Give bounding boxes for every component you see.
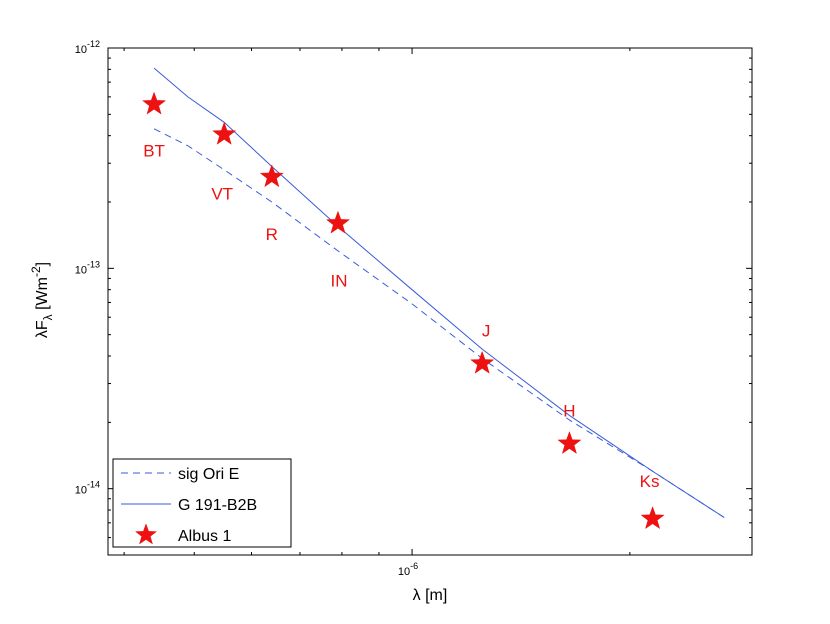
star-marker-j (470, 350, 495, 374)
y-tick-label: 10-12 (75, 39, 100, 56)
point-label-j: J (482, 321, 491, 340)
point-label-layer: BT VT R IN J H Ks (143, 141, 659, 490)
series-layer (153, 67, 725, 518)
y-axis-label-subscript: λ (41, 314, 55, 320)
star-marker-ks (640, 506, 665, 530)
star-marker-vt (212, 121, 237, 145)
series-line-sig-ori-e (153, 128, 725, 518)
legend: sig Ori E G 191-B2B Albus 1 (112, 458, 292, 548)
y-axis-label: λFλ [Wm-2] (29, 262, 55, 338)
point-label-ks: Ks (640, 472, 660, 491)
star-marker-h (557, 430, 582, 455)
star-marker-bt (141, 91, 167, 115)
y-axis-label-group: λFλ [Wm-2] (29, 262, 55, 338)
y-tick-label: 10-13 (75, 259, 100, 276)
y-axis-label-units: [Wm (34, 277, 51, 314)
star-marker-in (325, 210, 351, 234)
plot-frame (107, 47, 753, 556)
legend-star-icon (134, 523, 158, 545)
point-label-r: R (266, 225, 278, 244)
legend-label-g191: G 191-B2B (178, 497, 257, 514)
marker-layer (141, 91, 665, 530)
series-line-g-191-b2b (153, 67, 725, 518)
y-axis-label-superscript: -2 (29, 266, 43, 277)
x-axis-label: λ [m] (413, 587, 448, 604)
star-marker-r (259, 164, 284, 188)
legend-label-albus: Albus 1 (178, 528, 231, 545)
point-label-h: H (563, 402, 575, 421)
legend-label-sig-ori-e: sig Ori E (178, 466, 239, 483)
legend-marker-albus (134, 523, 158, 545)
x-tick-label: 10-6 (398, 561, 418, 578)
y-axis-label-close: ] (34, 262, 51, 266)
point-label-bt: BT (143, 141, 165, 160)
y-axis-label-main: λF (34, 320, 51, 338)
y-tick-label: 10-14 (75, 480, 100, 497)
point-label-in: IN (330, 271, 347, 290)
point-label-vt: VT (211, 184, 233, 203)
